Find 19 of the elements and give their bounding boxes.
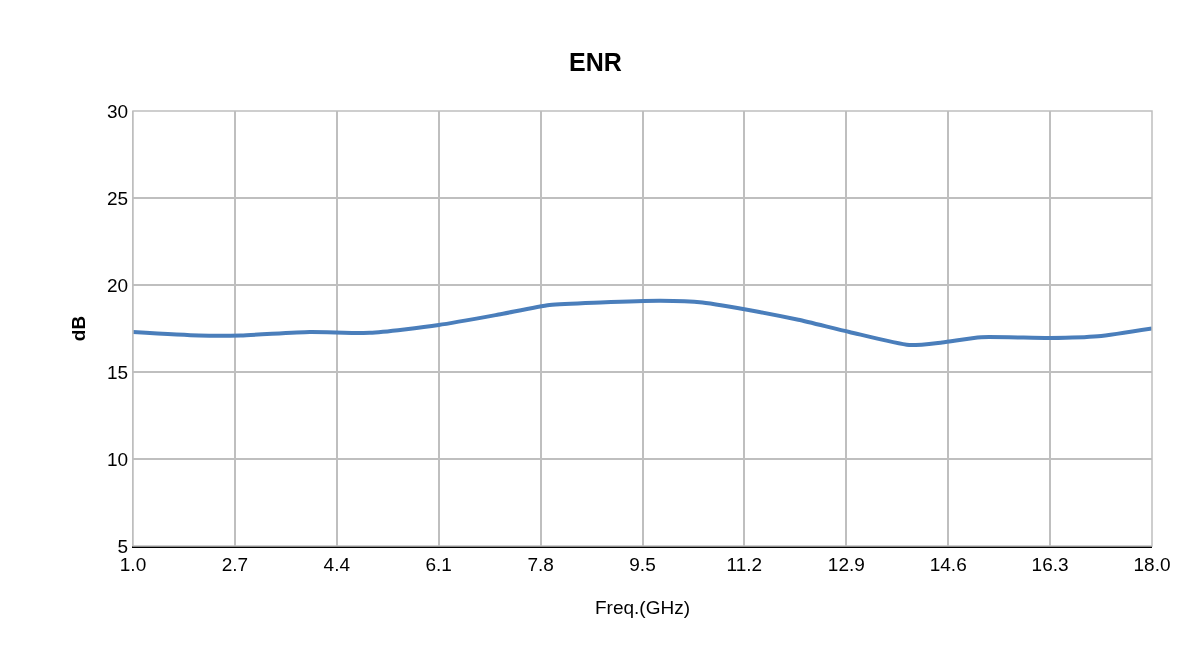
- y-tick-label: 20: [107, 274, 129, 296]
- y-tick-label: 10: [107, 448, 129, 470]
- y-axis-title: dB: [68, 315, 89, 342]
- x-tick-label: 14.6: [929, 553, 967, 575]
- x-tick-label: 16.3: [1031, 553, 1069, 575]
- x-tick-label: 6.1: [425, 553, 452, 575]
- line-series: [133, 298, 1152, 348]
- x-tick-label: 4.4: [323, 553, 351, 575]
- y-tick-label: 30: [107, 100, 129, 122]
- x-axis-title: Freq.(GHz): [595, 596, 690, 618]
- x-tick-label: 7.8: [527, 553, 554, 575]
- x-tick-label: 11.2: [726, 553, 763, 575]
- x-tick-label: 12.9: [827, 553, 865, 575]
- x-tick-label: 9.5: [629, 553, 656, 575]
- x-tick-label: 18.0: [1133, 553, 1171, 575]
- y-tick-label: 15: [107, 361, 129, 383]
- x-tick-label: 2.7: [221, 553, 249, 575]
- chart-title: ENR: [569, 47, 622, 76]
- y-tick-label: 25: [107, 187, 129, 209]
